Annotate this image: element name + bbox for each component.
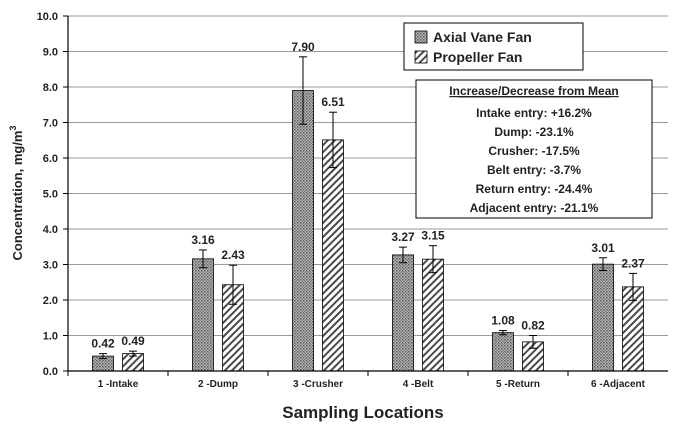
bar: [292, 90, 314, 372]
legend: Axial Vane Fan Propeller Fan: [403, 22, 584, 71]
bar: [192, 258, 214, 372]
legend-box: [403, 22, 584, 71]
bar-group: 6.51: [321, 95, 345, 372]
x-category-label: 3 -Crusher: [293, 379, 343, 390]
bar: [492, 332, 514, 372]
annotation-line-return: Return entry: -24.4%: [476, 182, 593, 196]
y-tick-label: 10.0: [37, 11, 58, 23]
legend-swatch-propeller: [414, 50, 428, 64]
bar-group: 3.27: [391, 230, 415, 372]
bars: 0.42 0.49 3.16 2.43 7.90 6.51 3.27 3.15 1.08 0.82…: [91, 40, 645, 372]
bar-group: 0.82: [521, 319, 545, 372]
data-label: 2.43: [221, 248, 245, 262]
data-label: 2.37: [621, 256, 645, 270]
y-axis-title: Concentration, mg/m3: [8, 125, 25, 260]
data-label: 3.27: [391, 230, 415, 244]
bar-group: 3.01: [591, 241, 615, 372]
data-label: 0.49: [121, 334, 145, 348]
y-tick-label: 4.0: [43, 224, 58, 236]
legend-swatch-axial: [414, 30, 428, 44]
annotation-title: Increase/Decrease from Mean: [449, 84, 618, 98]
bar: [422, 258, 444, 372]
annotation-line-crusher: Crusher: -17.5%: [488, 144, 580, 158]
data-label: 3.16: [191, 233, 215, 247]
data-label: 6.51: [321, 95, 345, 109]
annotation-line-dump: Dump: -23.1%: [494, 125, 574, 139]
bar-group: 3.15: [421, 229, 445, 372]
annotation-frame: [415, 79, 653, 219]
bar: [392, 254, 414, 372]
legend-label-propeller: Propeller Fan: [433, 49, 522, 65]
bar-group: 2.43: [221, 248, 245, 372]
bar-group: 0.42: [91, 337, 115, 372]
data-label: 7.90: [291, 40, 315, 54]
data-label: 0.82: [521, 319, 545, 333]
x-category-label: 5 -Return: [496, 379, 540, 390]
x-category-label: 4 -Belt: [403, 379, 434, 390]
bar: [322, 139, 344, 372]
x-category-label: 2 -Dump: [198, 379, 238, 390]
bar-group: 7.90: [291, 40, 315, 372]
y-tick-label: 2.0: [43, 295, 58, 307]
legend-label-axial: Axial Vane Fan: [433, 29, 532, 45]
x-category-label: 1 -Intake: [98, 379, 139, 390]
x-axis-title: Sampling Locations: [282, 403, 444, 422]
data-label: 1.08: [491, 314, 515, 328]
bar-group: 0.49: [121, 334, 145, 372]
y-tick-label: 6.0: [43, 153, 58, 165]
y-tick-label: 1.0: [43, 331, 58, 343]
y-tick-label: 0.0: [43, 366, 58, 378]
y-axis-ticks: 0.0 1.0 2.0 3.0 4.0 5.0 6.0 7.0 8.0 9.0 10.0: [37, 11, 68, 378]
gridlines: [68, 15, 668, 336]
bar-group: 2.37: [621, 256, 645, 372]
y-tick-label: 5.0: [43, 189, 58, 201]
x-axis-categories: 1 -Intake 2 -Dump 3 -Crusher 4 -Belt 5 -Retu…: [67, 371, 646, 390]
y-tick-label: 3.0: [43, 260, 58, 272]
annotation-line-intake: Intake entry: +16.2%: [476, 106, 592, 120]
data-label: 3.15: [421, 229, 445, 243]
y-tick-label: 9.0: [43, 47, 58, 59]
data-label: 3.01: [591, 241, 615, 255]
y-tick-label: 8.0: [43, 82, 58, 94]
annotation-box: Increase/Decrease from Mean Intake entry…: [415, 79, 653, 219]
bar: [592, 263, 614, 372]
annotation-line-adjacent: Adjacent entry: -21.1%: [470, 201, 599, 215]
data-label: 0.42: [91, 337, 115, 351]
annotation-line-belt: Belt entry: -3.7%: [487, 163, 581, 177]
x-category-label: 6 -Adjacent: [591, 379, 646, 390]
y-tick-label: 7.0: [43, 118, 58, 130]
bar-group: 3.16: [191, 233, 215, 372]
bar-group: 1.08: [491, 314, 515, 372]
